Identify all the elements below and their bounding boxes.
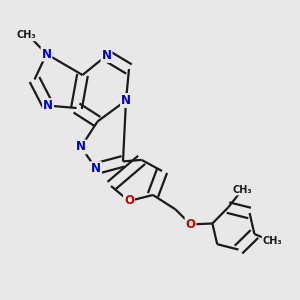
Text: CH₃: CH₃ (232, 184, 252, 195)
Text: O: O (124, 194, 134, 208)
Text: N: N (91, 162, 101, 175)
Text: N: N (43, 99, 53, 112)
Text: N: N (121, 94, 131, 107)
Text: N: N (101, 49, 112, 62)
Text: N: N (76, 140, 86, 154)
Text: O: O (185, 218, 196, 231)
Text: CH₃: CH₃ (262, 236, 282, 247)
Text: N: N (41, 47, 52, 61)
Text: CH₃: CH₃ (16, 30, 36, 40)
